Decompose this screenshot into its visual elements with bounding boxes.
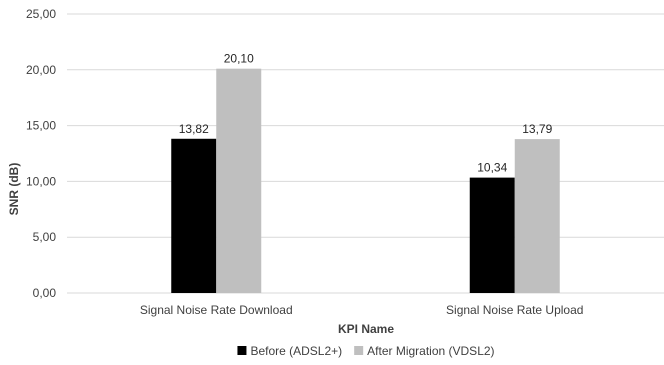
data-label: 13,82	[179, 122, 209, 136]
y-tick-label: 15,00	[26, 119, 56, 133]
legend-label: Before (ADSL2+)	[250, 344, 342, 358]
data-label: 10,34	[477, 161, 507, 175]
legend-item: After Migration (VDSL2)	[354, 344, 495, 358]
bars	[171, 68, 560, 294]
y-tick-label: 20,00	[26, 63, 56, 77]
y-axis-ticks: 0,00 5,00 10,00 15,00 20,00 25,00	[26, 7, 56, 300]
data-label: 13,79	[522, 122, 552, 136]
y-tick-label: 25,00	[26, 7, 56, 21]
legend-swatch	[237, 346, 247, 355]
y-tick-label: 10,00	[26, 174, 56, 188]
y-axis-title: SNR (dB)	[7, 163, 21, 216]
y-tick-label: 5,00	[33, 230, 57, 244]
bar	[171, 138, 217, 293]
y-tick-label: 0,00	[33, 286, 57, 300]
data-label: 20,10	[224, 52, 254, 66]
x-axis-title: KPI Name	[338, 322, 394, 336]
legend-item: Before (ADSL2+)	[237, 344, 342, 358]
bar	[514, 139, 560, 293]
x-tick-label: Signal Noise Rate Download	[140, 303, 293, 317]
x-tick-label: Signal Noise Rate Upload	[446, 303, 583, 317]
gridlines	[67, 13, 664, 294]
x-axis-ticks: Signal Noise Rate Download Signal Noise R…	[140, 303, 584, 317]
legend-swatch	[354, 346, 364, 355]
data-labels: 13,82 20,10 10,34 13,79	[179, 52, 553, 175]
legend: Before (ADSL2+) After Migration (VDSL2)	[237, 344, 495, 358]
bar	[216, 68, 262, 294]
bar	[469, 177, 515, 293]
legend-label: After Migration (VDSL2)	[367, 344, 494, 358]
